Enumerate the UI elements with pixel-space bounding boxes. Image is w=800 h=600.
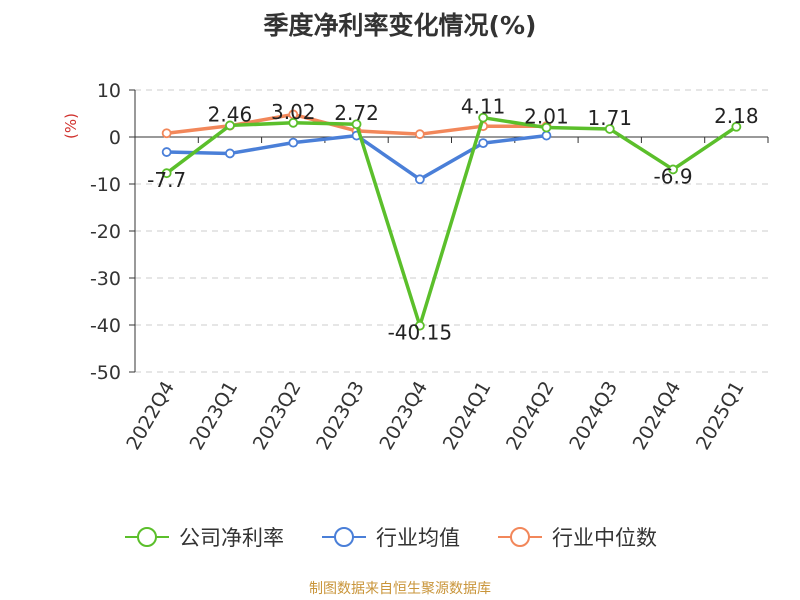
data-point: [541, 130, 552, 141]
data-labels: -7.7 2.46 3.02 2.72 -40.15 4.11 2.01 1.71 -6.9 2.…: [147, 95, 758, 345]
data-point: [604, 124, 615, 134]
data-point: [541, 122, 552, 133]
data-label: 2.46: [208, 102, 253, 126]
y-tick-label: -30: [90, 268, 121, 290]
y-tick-label: 10: [97, 80, 121, 102]
data-point: [161, 168, 172, 179]
data-label: 4.11: [461, 95, 506, 119]
legend-marker: [510, 527, 530, 547]
data-point: [161, 147, 172, 157]
data-point: [414, 320, 425, 331]
data-point: [225, 120, 235, 131]
y-tick-label: -20: [90, 221, 121, 243]
x-tick-label: 2024Q1: [439, 378, 496, 454]
data-point: [668, 164, 678, 175]
legend-marker: [137, 527, 157, 547]
legend-marker: [334, 527, 354, 547]
data-label: 2.18: [714, 104, 759, 128]
chart-title: 季度净利率变化情况(%): [263, 11, 537, 40]
data-point: [288, 137, 299, 148]
x-tick-label: 2025Q1: [692, 378, 749, 454]
data-point: [351, 119, 362, 130]
series-line: [166, 133, 547, 182]
legend: 公司净利率 行业均值 行业中位数: [125, 526, 657, 550]
x-tick-label: 2023Q2: [249, 378, 306, 454]
data-label: -6.9: [654, 164, 693, 188]
data-point: [731, 121, 742, 132]
data-point: [478, 138, 489, 149]
x-tick-label: 2023Q3: [312, 378, 369, 454]
series-line: [165, 115, 738, 328]
y-tick-label: 0: [109, 127, 121, 149]
y-tick-label: -10: [90, 174, 121, 196]
data-point: [225, 148, 235, 159]
x-tick-label: 2024Q2: [502, 378, 559, 454]
series-lines: [161, 109, 742, 331]
data-label: 1.71: [587, 106, 632, 130]
data-point: [478, 112, 489, 123]
data-label: 2.72: [334, 101, 379, 125]
legend-label: 行业中位数: [552, 526, 657, 550]
data-point: [161, 128, 172, 139]
x-tick-label: 2023Q1: [186, 378, 243, 454]
data-label: -7.7: [147, 168, 186, 192]
legend-label: 公司净利率: [179, 526, 284, 550]
x-tick-label: 2023Q4: [375, 378, 432, 454]
y-tick-label: -50: [90, 362, 121, 384]
x-tick-label: 2024Q4: [629, 378, 686, 454]
legend-label: 行业均值: [376, 526, 460, 550]
data-label: -40.15: [388, 321, 452, 345]
x-tick-label: 2022Q4: [122, 378, 179, 454]
x-tick-label: 2024Q3: [565, 378, 622, 454]
data-point: [288, 117, 299, 128]
y-tick-label: -40: [90, 315, 121, 337]
y-axis-label: (%): [62, 113, 80, 139]
data-label: 3.02: [271, 100, 316, 124]
data-point: [414, 129, 425, 140]
data-label: 2.01: [524, 105, 569, 129]
source-note: 制图数据来自恒生聚源数据库: [309, 581, 491, 597]
data-point: [414, 174, 425, 185]
